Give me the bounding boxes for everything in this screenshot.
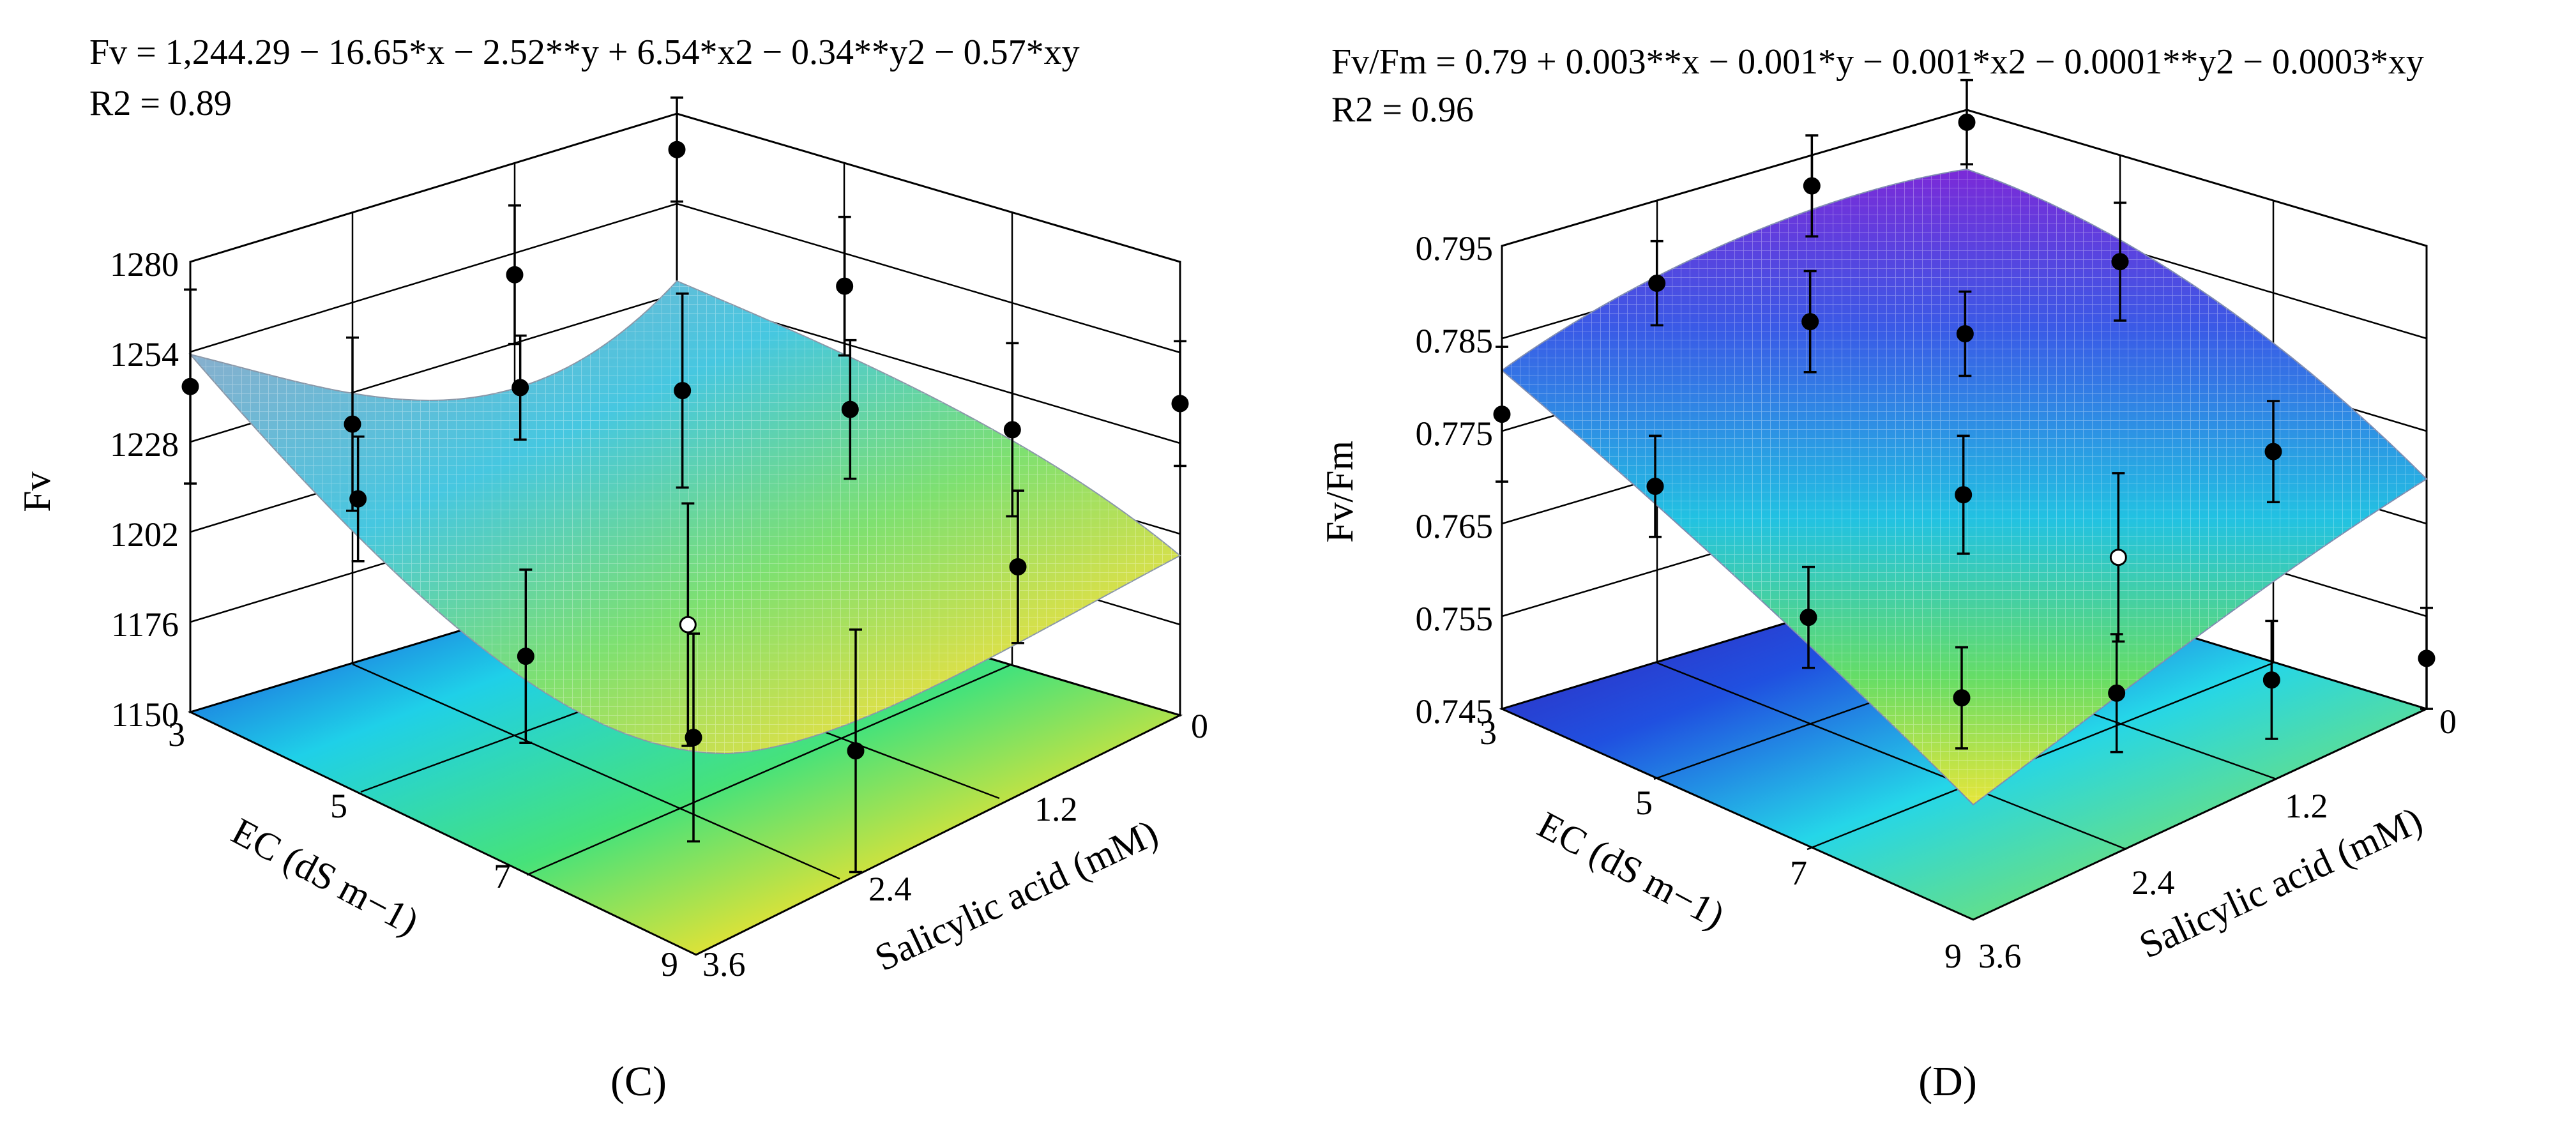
y-tick-label: 0 [1191, 707, 1208, 745]
observed-point [1958, 113, 1976, 131]
observed-point [2109, 549, 2127, 566]
z-tick-label: 0.745 [1416, 692, 1494, 731]
observed-point [506, 266, 524, 284]
observed-point [2111, 253, 2129, 271]
y-tick-label: 3.6 [702, 945, 746, 984]
observed-point [181, 377, 199, 395]
observed-point [685, 729, 702, 747]
y-tick-label: 1.2 [1034, 790, 1078, 828]
x-tick-label: 3 [1480, 713, 1497, 752]
observed-point [1009, 558, 1027, 576]
observed-point [1801, 313, 1819, 331]
z-axis-label-c: Fv [16, 471, 58, 512]
observed-point [1648, 274, 1666, 292]
observed-point [1171, 395, 1189, 413]
r2-c: R2 = 0.89 [89, 84, 232, 123]
observed-point [349, 490, 367, 508]
x-tick-label: 5 [1635, 784, 1653, 822]
y-ticks-c: 0 1.2 2.4 3.6 [702, 707, 1208, 984]
z-tick-label: 0.765 [1416, 507, 1494, 545]
observed-point [1956, 325, 1974, 343]
z-ticks-d: 0.795 0.785 0.775 0.765 0.755 0.745 [1416, 229, 1494, 731]
observed-point [344, 415, 361, 433]
r2-d: R2 = 0.96 [1331, 90, 1474, 130]
x-ticks-c: 3 5 7 9 [168, 715, 678, 984]
x-tick-label: 7 [494, 857, 511, 895]
z-tick-label: 0.795 [1416, 229, 1494, 268]
y-tick-label: 1.2 [2285, 787, 2328, 825]
y-tick-label: 2.4 [2132, 863, 2175, 902]
x-tick-label: 9 [1944, 937, 1962, 975]
y-tick-label: 2.4 [868, 870, 912, 908]
observed-points-d [1493, 79, 2436, 754]
observed-point [847, 742, 865, 760]
panel-d: Fv/Fm = 0.79 + 0.003**x − 0.001*y − 0.00… [1319, 42, 2457, 1105]
y-ticks-d: 0 1.2 2.4 3.6 [1978, 702, 2457, 975]
observed-point [1799, 609, 1817, 627]
observed-point [1003, 421, 1021, 439]
x-tick-label: 3 [168, 715, 185, 754]
observed-point [836, 277, 854, 295]
y-tick-label: 3.6 [1978, 937, 2022, 975]
observed-point [1955, 486, 1973, 504]
observed-point [511, 379, 529, 397]
panel-c: Fv = 1,244.29 − 16.65*x − 2.52**y + 6.54… [16, 33, 1208, 1105]
observed-point [668, 140, 686, 158]
observed-point [1803, 177, 1821, 195]
observed-point [2262, 671, 2280, 689]
observed-point [517, 648, 534, 665]
observed-point [841, 400, 859, 418]
observed-point [679, 616, 697, 634]
x-tick-label: 7 [1790, 854, 1807, 892]
observed-point [674, 382, 692, 400]
observed-point [2264, 443, 2282, 460]
x-axis-label-d: EC (dS m−1) [1531, 803, 1731, 937]
y-tick-label: 0 [2439, 702, 2457, 741]
observed-points-c [181, 96, 1189, 874]
z-tick-label: 1254 [110, 335, 179, 374]
z-tick-label: 0.785 [1416, 322, 1494, 360]
z-tick-label: 1202 [110, 515, 179, 554]
panel-label-c: (C) [610, 1058, 667, 1105]
z-axis-label-d: Fv/Fm [1319, 441, 1361, 543]
equation-c: Fv = 1,244.29 − 16.65*x − 2.52**y + 6.54… [89, 33, 1080, 72]
observed-point [1646, 478, 1664, 496]
x-ticks-d: 3 5 7 9 [1480, 713, 1962, 975]
panel-label-d: (D) [1918, 1058, 1977, 1105]
observed-point [1953, 689, 1971, 707]
z-tick-label: 1176 [111, 605, 179, 644]
z-tick-label: 0.755 [1416, 600, 1494, 638]
z-tick-label: 1280 [110, 245, 179, 284]
x-tick-label: 9 [661, 945, 678, 984]
observed-point [2418, 649, 2436, 667]
observed-point [1493, 406, 1511, 423]
x-tick-label: 5 [330, 787, 347, 825]
x-axis-label-c: EC (dS m−1) [225, 810, 425, 943]
equation-d: Fv/Fm = 0.79 + 0.003**x − 0.001*y − 0.00… [1331, 42, 2424, 82]
surface-mesh-c [190, 281, 1180, 754]
observed-point [2108, 684, 2126, 702]
z-tick-label: 0.775 [1416, 414, 1494, 453]
z-tick-label: 1150 [111, 695, 179, 734]
z-tick-label: 1228 [110, 425, 179, 464]
z-ticks-c: 1280 1254 1228 1202 1176 1150 [110, 245, 179, 734]
